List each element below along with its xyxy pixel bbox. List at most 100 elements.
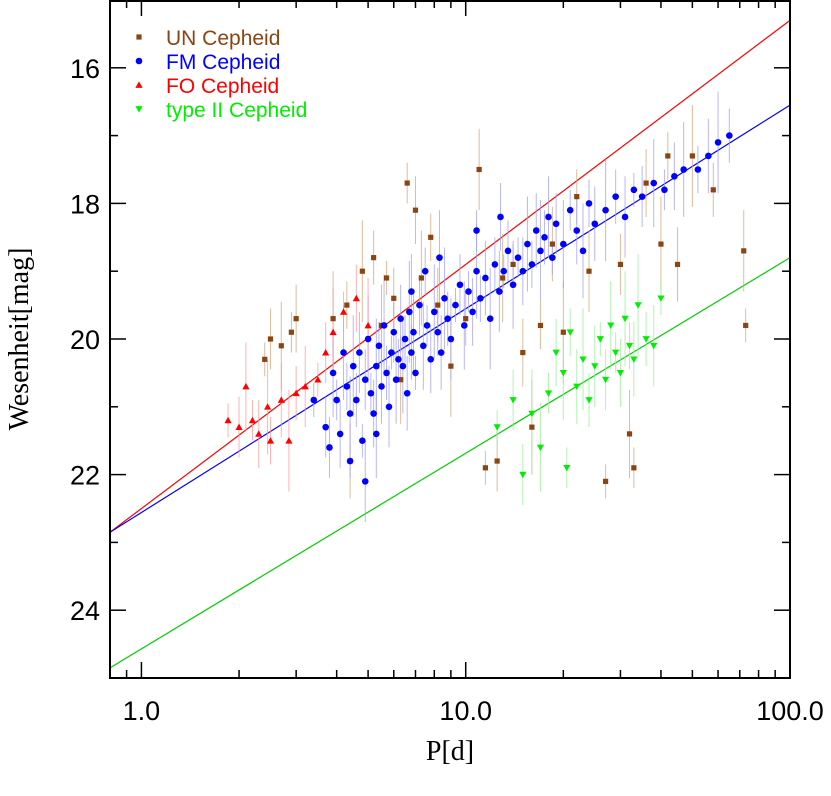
data-point — [626, 431, 633, 437]
data-point — [370, 410, 377, 417]
data-point — [277, 396, 285, 403]
data-point — [401, 335, 409, 343]
data-point — [375, 342, 383, 350]
data-point — [135, 106, 143, 113]
data-point — [436, 254, 443, 261]
data-point — [602, 206, 609, 214]
data-point — [435, 302, 441, 308]
y-tick-label: 22 — [70, 461, 100, 491]
data-point — [602, 478, 609, 484]
data-point — [528, 410, 536, 418]
data-point — [248, 416, 257, 424]
data-point — [343, 383, 351, 390]
data-point — [356, 349, 363, 356]
tick-labels: 1.0 10.0 100.0 16 18 20 22 24 — [70, 54, 824, 726]
data-point — [385, 403, 393, 411]
data-point — [482, 274, 489, 282]
data-point — [545, 213, 552, 221]
data-point — [650, 342, 658, 350]
data-point — [566, 329, 574, 336]
data-point — [573, 227, 581, 234]
x-tick-label: 100.0 — [756, 696, 824, 726]
data-point — [428, 234, 434, 240]
data-point — [726, 132, 733, 139]
data-point — [473, 227, 480, 234]
data-point — [136, 34, 142, 40]
data-point — [224, 416, 232, 424]
data-point — [638, 193, 646, 200]
data-point — [412, 207, 419, 213]
data-point — [339, 308, 348, 315]
data-point — [680, 166, 687, 173]
data-point — [380, 322, 388, 329]
data-point — [529, 424, 535, 430]
data-point — [494, 458, 500, 464]
data-point — [372, 430, 380, 438]
legend-label: UN Cepheid — [166, 27, 280, 50]
data-point — [612, 193, 619, 200]
data-point — [456, 281, 464, 289]
data-point — [430, 308, 438, 316]
data-point — [671, 172, 678, 180]
data-point — [544, 390, 553, 397]
data-point — [537, 247, 544, 255]
data-point — [383, 275, 390, 281]
data-point — [364, 335, 372, 343]
data-point — [491, 261, 499, 268]
data-point — [601, 376, 610, 384]
data-point — [563, 464, 571, 472]
data-point — [333, 396, 340, 404]
data-point — [310, 396, 318, 404]
data-point — [630, 356, 638, 363]
data-point — [536, 444, 545, 452]
data-point — [630, 186, 638, 194]
data-point — [322, 423, 329, 431]
data-point — [524, 240, 531, 248]
data-point — [441, 295, 448, 302]
data-point — [585, 200, 593, 207]
data-point — [493, 424, 501, 431]
data-point — [391, 295, 397, 301]
data-point — [559, 370, 567, 377]
data-points — [224, 132, 749, 485]
y-tick-label: 18 — [70, 189, 100, 219]
x-tick-label: 1.0 — [123, 696, 161, 726]
data-point — [353, 396, 360, 404]
data-point — [743, 322, 749, 329]
data-point — [486, 315, 494, 322]
data-point — [262, 356, 268, 362]
data-point — [423, 322, 431, 329]
data-point — [242, 382, 250, 390]
data-point — [330, 316, 336, 322]
y-tick-label: 16 — [70, 54, 100, 84]
data-point — [434, 328, 442, 336]
data-point — [135, 57, 143, 65]
data-point — [694, 166, 702, 173]
data-point — [473, 267, 480, 275]
data-point — [264, 403, 272, 410]
y-tick-label: 24 — [70, 596, 100, 626]
data-point — [566, 206, 574, 214]
data-point — [500, 267, 508, 275]
data-point — [410, 328, 417, 336]
data-point — [301, 382, 309, 390]
data-point — [552, 349, 560, 357]
data-point — [714, 139, 722, 146]
data-point — [579, 247, 587, 255]
data-point — [705, 152, 712, 160]
data-point — [642, 336, 650, 343]
data-point — [292, 389, 300, 397]
data-point — [537, 322, 544, 329]
data-point — [591, 220, 599, 228]
data-point — [519, 267, 527, 275]
legend-label: FO Cepheid — [166, 75, 279, 98]
data-point — [509, 281, 517, 289]
data-point — [444, 315, 452, 322]
data-point — [634, 302, 642, 309]
data-point — [500, 275, 506, 281]
data-point — [607, 322, 615, 330]
data-point — [336, 430, 344, 438]
data-point — [418, 275, 424, 281]
data-point — [532, 227, 540, 234]
